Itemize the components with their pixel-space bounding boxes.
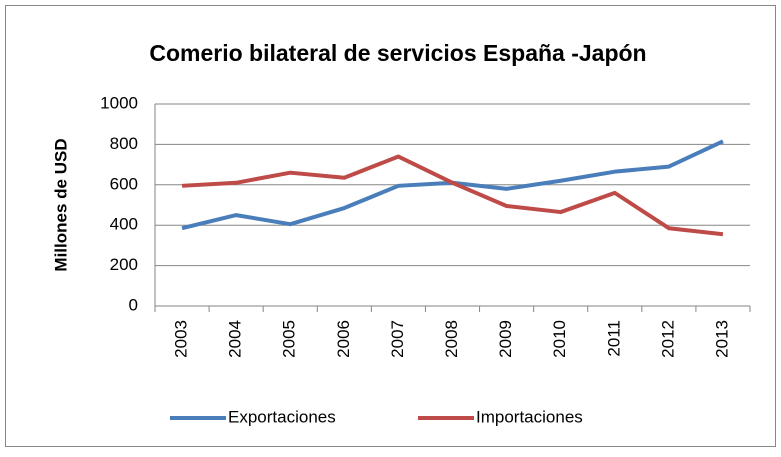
x-tick-label: 2009 — [496, 320, 515, 358]
y-tick-label: 200 — [110, 255, 138, 274]
chart-title: Comerio bilateral de servicios España -J… — [149, 40, 646, 66]
x-tick-label: 2008 — [442, 320, 461, 358]
y-tick-label: 800 — [110, 134, 138, 153]
y-tick-label: 400 — [110, 215, 138, 234]
y-tick-label: 600 — [110, 174, 138, 193]
x-tick-label: 2006 — [334, 320, 353, 358]
legend-label: Importaciones — [476, 407, 583, 426]
series-line — [181, 154, 724, 237]
x-tick-label: 2011 — [604, 320, 623, 357]
x-tick-label: 2010 — [550, 320, 569, 358]
chart-border — [5, 5, 776, 447]
x-tick-label: 2013 — [712, 320, 731, 358]
x-tick-label: 2005 — [280, 320, 299, 358]
x-tick-label: 2003 — [172, 320, 191, 358]
y-tick-label: 0 — [129, 295, 138, 314]
y-axis-label: Millones de USD — [51, 138, 70, 271]
x-tick-label: 2012 — [658, 320, 677, 358]
x-tick-label: 2004 — [226, 320, 245, 358]
x-tick-label: 2007 — [388, 320, 407, 358]
legend-label: Exportaciones — [228, 407, 336, 426]
y-tick-label: 1000 — [100, 93, 138, 112]
